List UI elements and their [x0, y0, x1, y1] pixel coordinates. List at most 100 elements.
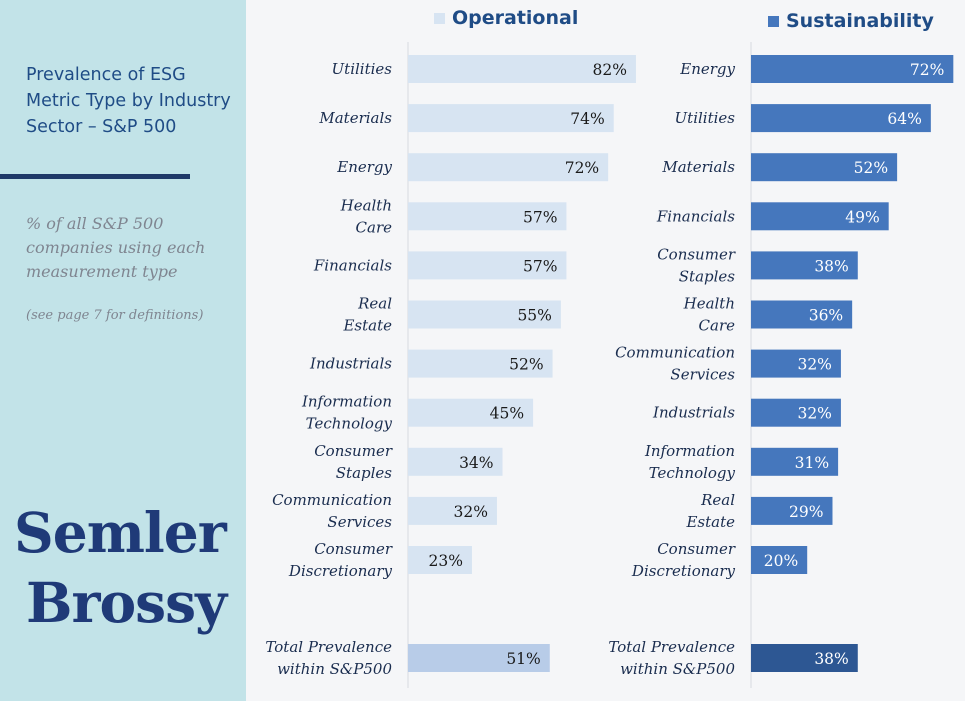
sustainability-bar-8 — [751, 447, 839, 476]
definitions-note: (see page 7 for definitions) — [26, 308, 204, 323]
operational-chart: Operational 82% Utilities 74% Materials 72% En… — [265, 7, 636, 688]
operational-bar-3-category-label: Care — [356, 218, 393, 236]
operational-bar-7-value-label: 45% — [490, 405, 524, 423]
operational-bar-6-value-label: 52% — [509, 356, 543, 374]
title-divider — [0, 174, 190, 179]
operational-bar-3-category-label: Health — [340, 196, 392, 214]
sustainability-bar-7-value-label: 32% — [797, 405, 831, 423]
sustainability-bar-0 — [751, 55, 954, 83]
sustainability-bar-9-category-label: Estate — [685, 513, 735, 531]
operational-bar-4-category-label: Financials — [313, 256, 392, 274]
operational-bar-3 — [408, 202, 567, 231]
sustainability-total-value-label: 38% — [814, 650, 848, 668]
sustainability-bar-1-category-label: Utilities — [675, 109, 736, 127]
sustainability-bar-2 — [751, 153, 898, 182]
sustainability-legend-label: Sustainability — [786, 10, 935, 32]
sustainability-bar-2-value-label: 52% — [854, 159, 888, 177]
sustainability-bar-0-category-label: Energy — [679, 60, 735, 78]
chart-title: Prevalence of ESG Metric Type by Industr… — [26, 65, 231, 137]
sustainability-bar-5 — [751, 300, 853, 329]
operational-total-category-label: within S&P500 — [277, 660, 392, 678]
operational-bar-2 — [408, 153, 609, 182]
sustainability-bar-10 — [751, 546, 808, 574]
operational-bar-9-value-label: 32% — [454, 503, 488, 521]
sustainability-bar-6-value-label: 32% — [797, 356, 831, 374]
sustainability-bar-5-category-label: Health — [683, 295, 735, 313]
operational-bar-5 — [408, 300, 561, 329]
operational-legend-label: Operational — [452, 7, 578, 29]
sustainability-bar-7-category-label: Industrials — [652, 404, 735, 422]
operational-bar-9-category-label: Services — [327, 513, 392, 531]
operational-bar-6-category-label: Industrials — [309, 355, 392, 373]
operational-bar-4-value-label: 57% — [523, 257, 557, 275]
sustainability-total — [751, 644, 858, 672]
operational-bar-5-category-label: Real — [357, 295, 392, 313]
operational-bar-5-category-label: Estate — [342, 317, 392, 335]
operational-bar-9-category-label: Communication — [272, 491, 392, 509]
sustainability-bar-6 — [751, 349, 841, 378]
sustainability-bar-0-value-label: 72% — [910, 61, 944, 79]
sustainability-bar-8-value-label: 31% — [795, 454, 829, 472]
operational-bar-8-value-label: 34% — [459, 454, 493, 472]
sustainability-bar-4-category-label: Staples — [679, 267, 736, 285]
operational-bar-0-value-label: 82% — [593, 61, 627, 79]
operational-bar-7-category-label: Information — [301, 393, 392, 411]
operational-bar-10 — [408, 546, 472, 574]
operational-bar-10-category-label: Discretionary — [288, 562, 393, 580]
sustainability-bar-10-value-label: 20% — [764, 552, 798, 570]
operational-bar-8 — [408, 447, 503, 476]
operational-legend-swatch — [434, 13, 445, 24]
operational-bar-6 — [408, 349, 553, 378]
operational-bar-1-value-label: 74% — [570, 110, 604, 128]
sustainability-bar-5-category-label: Care — [699, 317, 736, 335]
chart-subtitle: % of all S&P 500 companies using each me… — [26, 214, 206, 281]
operational-bar-4 — [408, 251, 567, 280]
operational-bar-8-category-label: Staples — [336, 464, 393, 482]
sustainability-bar-2-category-label: Materials — [661, 158, 735, 176]
operational-bar-8-category-label: Consumer — [314, 442, 393, 460]
operational-bar-10-value-label: 23% — [428, 552, 462, 570]
sustainability-bar-7 — [751, 398, 841, 427]
operational-bar-0 — [408, 55, 636, 83]
sustainability-bar-5-value-label: 36% — [809, 307, 843, 325]
operational-bar-1 — [408, 104, 614, 133]
sustainability-bar-6-category-label: Services — [670, 366, 735, 384]
sustainability-bar-9 — [751, 496, 833, 525]
logo-line-1: Semler — [14, 500, 227, 565]
operational-total-value-label: 51% — [506, 650, 540, 668]
sustainability-bar-3-value-label: 49% — [845, 208, 879, 226]
operational-bar-7 — [408, 398, 534, 427]
sustainability-bar-9-value-label: 29% — [789, 503, 823, 521]
operational-total-category-label: Total Prevalence — [265, 638, 392, 656]
sustainability-bar-9-category-label: Real — [700, 491, 735, 509]
sustainability-bar-3 — [751, 202, 889, 231]
sustainability-bar-4 — [751, 251, 858, 280]
sustainability-bar-8-category-label: Information — [644, 442, 735, 460]
sustainability-legend-swatch — [768, 16, 779, 27]
sustainability-bar-10-category-label: Discretionary — [631, 562, 736, 580]
operational-bar-9 — [408, 496, 497, 525]
sidebar: Prevalence of ESG Metric Type by Industr… — [0, 0, 246, 701]
sustainability-bar-1-value-label: 64% — [887, 110, 921, 128]
operational-bar-3-value-label: 57% — [523, 208, 557, 226]
sustainability-chart: Sustainability 72% Energy 64% Utilities 52% Ma… — [608, 10, 954, 688]
operational-bar-0-category-label: Utilities — [332, 60, 393, 78]
operational-bar-2-value-label: 72% — [565, 159, 599, 177]
operational-total — [408, 644, 550, 672]
operational-bar-5-value-label: 55% — [517, 307, 551, 325]
semler-brossy-logo: Semler Brossy — [14, 498, 227, 638]
sustainability-bar-8-category-label: Technology — [649, 464, 736, 482]
operational-bar-1-category-label: Materials — [318, 109, 392, 127]
sustainability-bar-4-value-label: 38% — [814, 257, 848, 275]
sustainability-bar-10-category-label: Consumer — [657, 540, 736, 558]
operational-bar-10-category-label: Consumer — [314, 540, 393, 558]
sustainability-bar-6-category-label: Communication — [615, 344, 735, 362]
sustainability-total-category-label: Total Prevalence — [608, 638, 735, 656]
sustainability-total-category-label: within S&P500 — [620, 660, 735, 678]
sustainability-bar-3-category-label: Financials — [656, 207, 735, 225]
sustainability-bar-4-category-label: Consumer — [657, 245, 736, 263]
operational-bar-7-category-label: Technology — [306, 415, 393, 433]
sustainability-bar-1 — [751, 104, 931, 133]
logo-line-2: Brossy — [26, 570, 227, 635]
